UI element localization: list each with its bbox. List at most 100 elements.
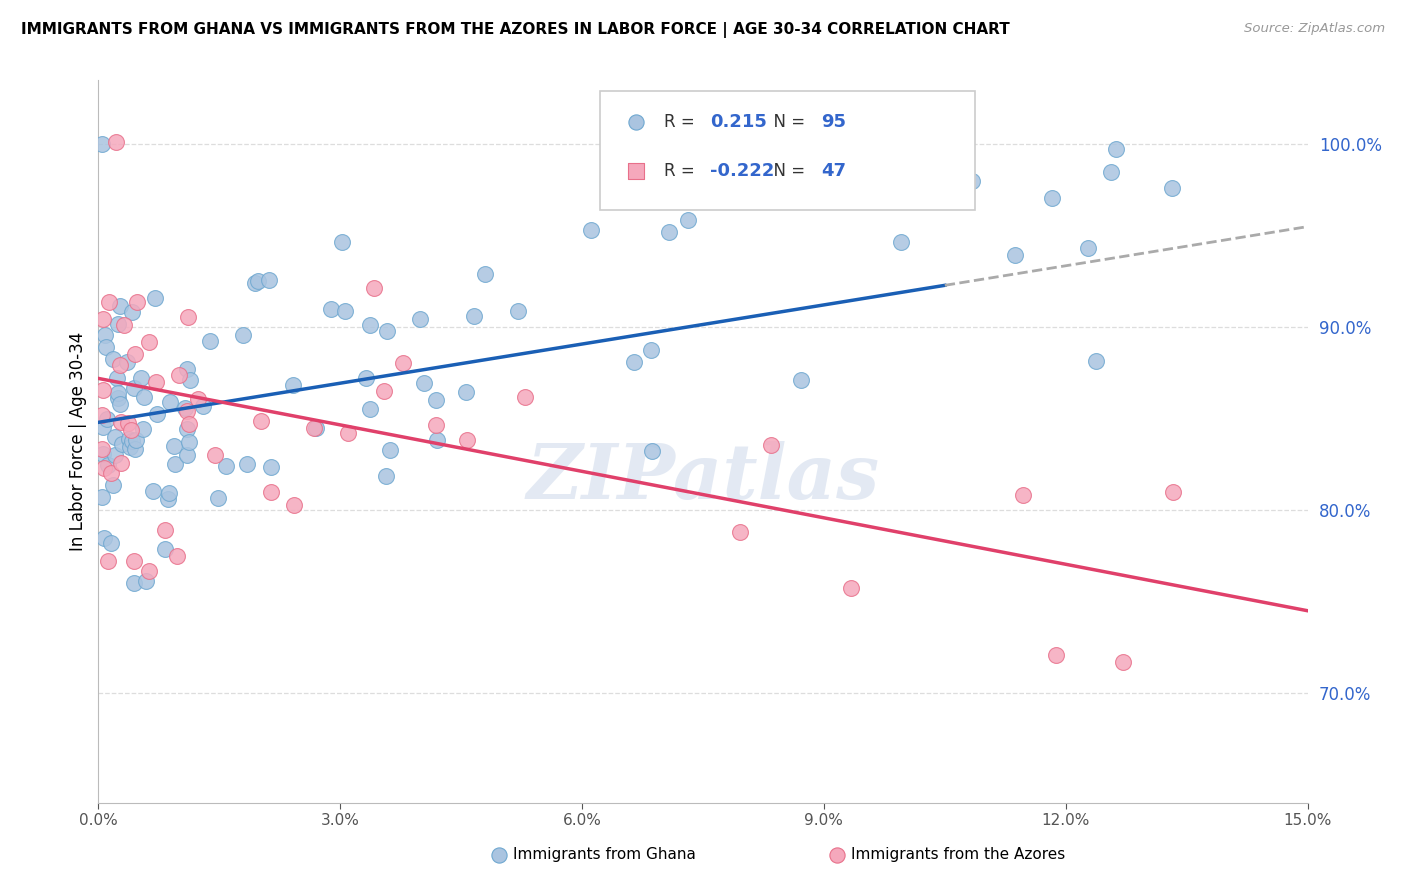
Point — [676, 213, 699, 227]
Point — [163, 457, 186, 471]
Text: -0.222: -0.222 — [710, 161, 775, 179]
Point — [247, 274, 270, 288]
Point — [108, 397, 131, 411]
Point — [375, 325, 398, 339]
Point — [157, 492, 180, 507]
Point — [118, 432, 141, 446]
Point — [107, 317, 129, 331]
Point — [375, 469, 398, 483]
Point — [305, 420, 328, 434]
Point — [122, 576, 145, 591]
Point — [236, 457, 259, 471]
Point — [159, 485, 181, 500]
Point — [1040, 191, 1063, 205]
Point — [730, 524, 752, 539]
Point — [124, 442, 146, 456]
Point — [166, 549, 188, 564]
Point — [101, 478, 124, 492]
Point — [176, 448, 198, 462]
Point — [332, 235, 354, 250]
Text: N =: N = — [763, 161, 811, 179]
Point — [960, 174, 983, 188]
Point — [104, 448, 127, 462]
Point — [409, 312, 432, 326]
Point — [1085, 354, 1108, 368]
Point — [100, 466, 122, 480]
Point — [135, 574, 157, 588]
Point — [1105, 142, 1128, 156]
Point — [204, 448, 226, 462]
Point — [127, 294, 149, 309]
Point — [110, 415, 132, 429]
Point — [120, 441, 142, 455]
Point — [378, 443, 401, 458]
Point — [359, 401, 381, 416]
Point — [283, 498, 305, 512]
FancyBboxPatch shape — [600, 91, 976, 211]
Point — [107, 391, 129, 405]
Point — [138, 564, 160, 578]
Point — [117, 417, 139, 431]
Point — [1161, 181, 1184, 195]
Point — [249, 414, 271, 428]
Point — [177, 417, 200, 431]
Point — [1161, 485, 1184, 500]
Point — [120, 423, 142, 437]
Point — [336, 425, 359, 440]
Point — [260, 485, 283, 500]
Point — [91, 137, 114, 152]
Point — [163, 439, 186, 453]
Point — [193, 399, 215, 413]
Point — [391, 356, 413, 370]
Point — [131, 422, 153, 436]
Point — [112, 318, 135, 333]
Point — [488, 847, 510, 862]
Point — [94, 328, 117, 343]
Point — [463, 309, 485, 323]
Point — [319, 301, 342, 316]
Point — [257, 273, 280, 287]
Point — [91, 491, 114, 505]
Point — [1045, 648, 1067, 662]
Text: 0.215: 0.215 — [710, 113, 768, 131]
Point — [640, 444, 662, 458]
Point — [122, 554, 145, 568]
Point — [302, 421, 325, 435]
Point — [474, 267, 496, 281]
Point — [1112, 655, 1135, 669]
Point — [232, 328, 254, 343]
Point — [354, 371, 377, 385]
Point — [91, 408, 114, 422]
Text: Immigrants from Ghana: Immigrants from Ghana — [513, 847, 696, 862]
Point — [177, 310, 200, 324]
Point — [198, 334, 221, 348]
Point — [1004, 248, 1026, 262]
Point — [93, 531, 115, 545]
Text: IMMIGRANTS FROM GHANA VS IMMIGRANTS FROM THE AZORES IN LABOR FORCE | AGE 30-34 C: IMMIGRANTS FROM GHANA VS IMMIGRANTS FROM… — [21, 22, 1010, 38]
Point — [841, 581, 863, 595]
Point — [108, 299, 131, 313]
Point — [93, 461, 115, 475]
Point — [1012, 488, 1035, 502]
Text: 47: 47 — [821, 161, 846, 179]
Point — [513, 390, 536, 404]
Point — [176, 361, 198, 376]
Point — [121, 434, 143, 448]
Point — [658, 225, 681, 239]
Text: R =: R = — [664, 113, 700, 131]
Point — [145, 375, 167, 389]
Point — [124, 347, 146, 361]
Point — [425, 418, 447, 433]
Point — [91, 383, 114, 397]
Point — [169, 368, 191, 382]
Point — [176, 422, 198, 436]
Point — [121, 305, 143, 319]
Point — [243, 276, 266, 290]
Text: ZIPatlas: ZIPatlas — [526, 441, 880, 515]
Point — [825, 847, 848, 862]
Point — [146, 407, 169, 421]
Point — [1099, 165, 1122, 179]
Point — [215, 458, 238, 473]
Point — [125, 433, 148, 447]
Point — [98, 294, 121, 309]
